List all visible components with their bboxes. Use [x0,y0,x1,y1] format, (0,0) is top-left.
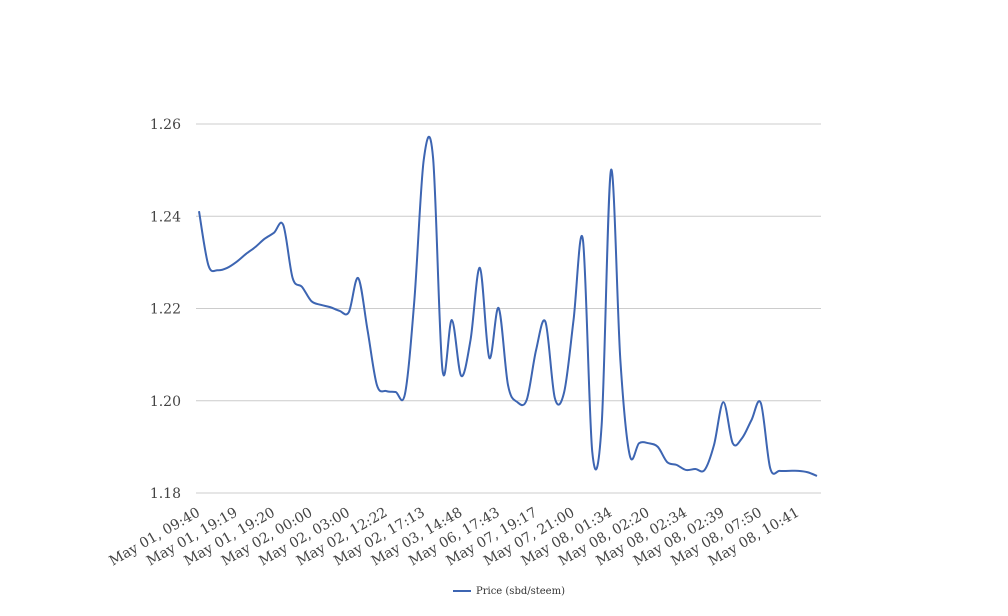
legend: Price (sbd/steem) [453,586,565,597]
y-tick-label: 1.24 [150,209,181,225]
legend-label: Price (sbd/steem) [476,586,565,597]
price-line [198,135,818,477]
y-tick-label: 1.26 [150,117,181,133]
y-tick-label: 1.20 [150,394,181,410]
y-tick-label: 1.18 [150,486,181,502]
y-tick-label: 1.22 [150,302,181,318]
